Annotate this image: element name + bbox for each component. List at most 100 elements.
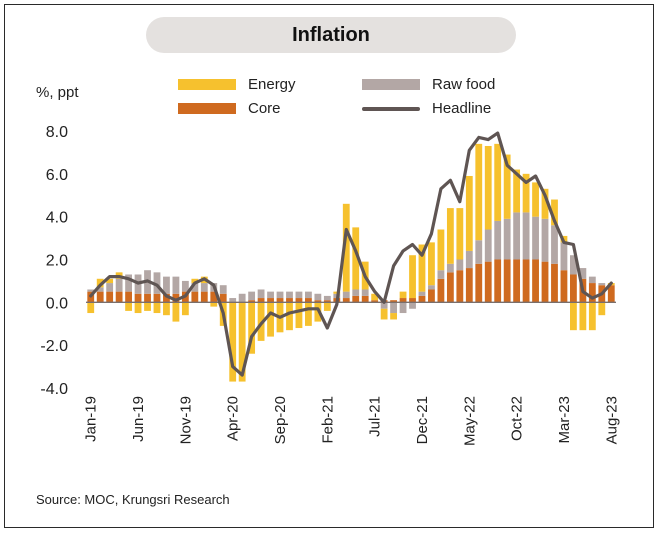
bar-core <box>352 295 360 303</box>
bar-core <box>248 300 256 303</box>
bar-core <box>465 268 473 303</box>
x-tick-label: Jun-19 <box>130 396 147 442</box>
bar-raw-food <box>352 289 360 296</box>
bar-core <box>541 261 549 303</box>
x-tick-label: May-22 <box>461 396 478 446</box>
bar-core <box>153 293 161 303</box>
bar-core <box>305 298 312 303</box>
x-tick-label: Dec-21 <box>414 396 431 444</box>
bar-core <box>503 259 511 303</box>
bar-raw-food <box>541 218 549 262</box>
headline-line <box>89 131 613 377</box>
bar-core <box>125 291 132 303</box>
bar-raw-food <box>418 291 426 296</box>
bar-core <box>144 293 151 303</box>
bar-energy <box>456 208 464 260</box>
bar-core <box>210 291 218 303</box>
bar-energy <box>248 302 256 354</box>
headline-series <box>89 131 613 377</box>
bar-energy <box>210 302 218 307</box>
bar-core <box>276 298 284 303</box>
x-tick-label: Sep-20 <box>272 396 289 444</box>
bar-raw-food <box>219 285 227 294</box>
bar-raw-food <box>503 218 511 260</box>
bar-energy <box>163 302 170 316</box>
bar-raw-food <box>390 302 397 314</box>
bar-energy <box>522 173 530 213</box>
bar-raw-food <box>446 263 454 273</box>
bar-energy <box>475 143 483 241</box>
bar-raw-food <box>314 293 322 301</box>
bar-core <box>446 272 454 303</box>
bar-raw-food <box>257 289 265 299</box>
bar-energy <box>87 302 95 314</box>
bar-energy <box>286 302 293 331</box>
bar-core <box>607 285 615 303</box>
y-axis-unit-label: %, ppt <box>36 84 79 101</box>
bar-core <box>513 259 521 303</box>
bar-core <box>286 298 293 303</box>
bar-core <box>418 295 426 303</box>
bar-raw-food <box>276 291 284 299</box>
bar-core <box>484 261 492 303</box>
bar-raw-food <box>399 302 407 314</box>
source-note: Source: MOC, Krungsri Research <box>36 492 230 507</box>
bar-raw-food <box>163 276 170 294</box>
bar-energy <box>399 291 407 299</box>
bar-energy <box>352 227 360 290</box>
bar-raw-food <box>484 229 492 262</box>
bar-energy <box>446 208 454 264</box>
y-tick-label: -4.0 <box>40 381 68 398</box>
bar-energy <box>409 255 416 299</box>
bar-energy <box>172 302 180 322</box>
bar-core <box>323 300 331 303</box>
bar-core <box>570 274 577 303</box>
bar-energy <box>153 302 161 314</box>
bar-raw-food <box>409 302 416 309</box>
bar-raw-food <box>248 291 256 301</box>
bar-raw-food <box>238 293 246 303</box>
bar-energy <box>267 302 274 337</box>
x-axis-ticks: Jan-19 Jun-19 Nov-19 Apr-20 Sep-20 Feb-21 Jul-… <box>83 396 621 446</box>
bar-core <box>257 298 265 303</box>
x-tick-label: Feb-21 <box>319 396 336 444</box>
bar-raw-food <box>125 274 132 292</box>
bar-raw-food <box>551 225 558 264</box>
bar-raw-food <box>295 291 303 299</box>
bar-core <box>134 293 142 303</box>
bar-energy <box>295 302 303 329</box>
bar-core <box>314 300 322 303</box>
bar-energy <box>588 302 596 331</box>
bar-core <box>163 293 170 303</box>
bar-core <box>532 259 539 303</box>
bar-core <box>551 263 558 303</box>
chart-title: Inflation <box>146 17 516 53</box>
bar-energy <box>418 244 426 292</box>
x-tick-label: Jul-21 <box>367 396 384 437</box>
bar-raw-food <box>181 280 189 292</box>
bar-energy <box>380 308 388 320</box>
x-tick-label: Aug-23 <box>603 396 620 444</box>
bar-core <box>437 278 445 303</box>
bar-core <box>361 295 369 303</box>
bar-raw-food <box>361 289 369 296</box>
bar-raw-food <box>153 272 161 294</box>
bar-raw-food <box>532 216 539 260</box>
y-axis-ticks: -4.0 -2.0 0.0 2.0 4.0 6.0 8.0 <box>40 124 68 398</box>
bar-energy <box>513 169 521 213</box>
bar-energy <box>323 302 331 311</box>
bar-raw-food <box>200 283 208 292</box>
y-tick-label: 4.0 <box>46 210 68 227</box>
bar-raw-food <box>437 270 445 279</box>
bar-core <box>371 300 379 303</box>
bar-energy <box>437 229 445 271</box>
bar-energy <box>428 242 435 286</box>
bar-energy <box>106 278 114 284</box>
bar-core <box>172 293 180 303</box>
y-tick-label: 8.0 <box>46 124 68 141</box>
bar-core <box>191 291 199 303</box>
bar-raw-food <box>513 212 521 260</box>
bar-raw-food <box>286 291 293 299</box>
bar-core <box>200 291 208 303</box>
